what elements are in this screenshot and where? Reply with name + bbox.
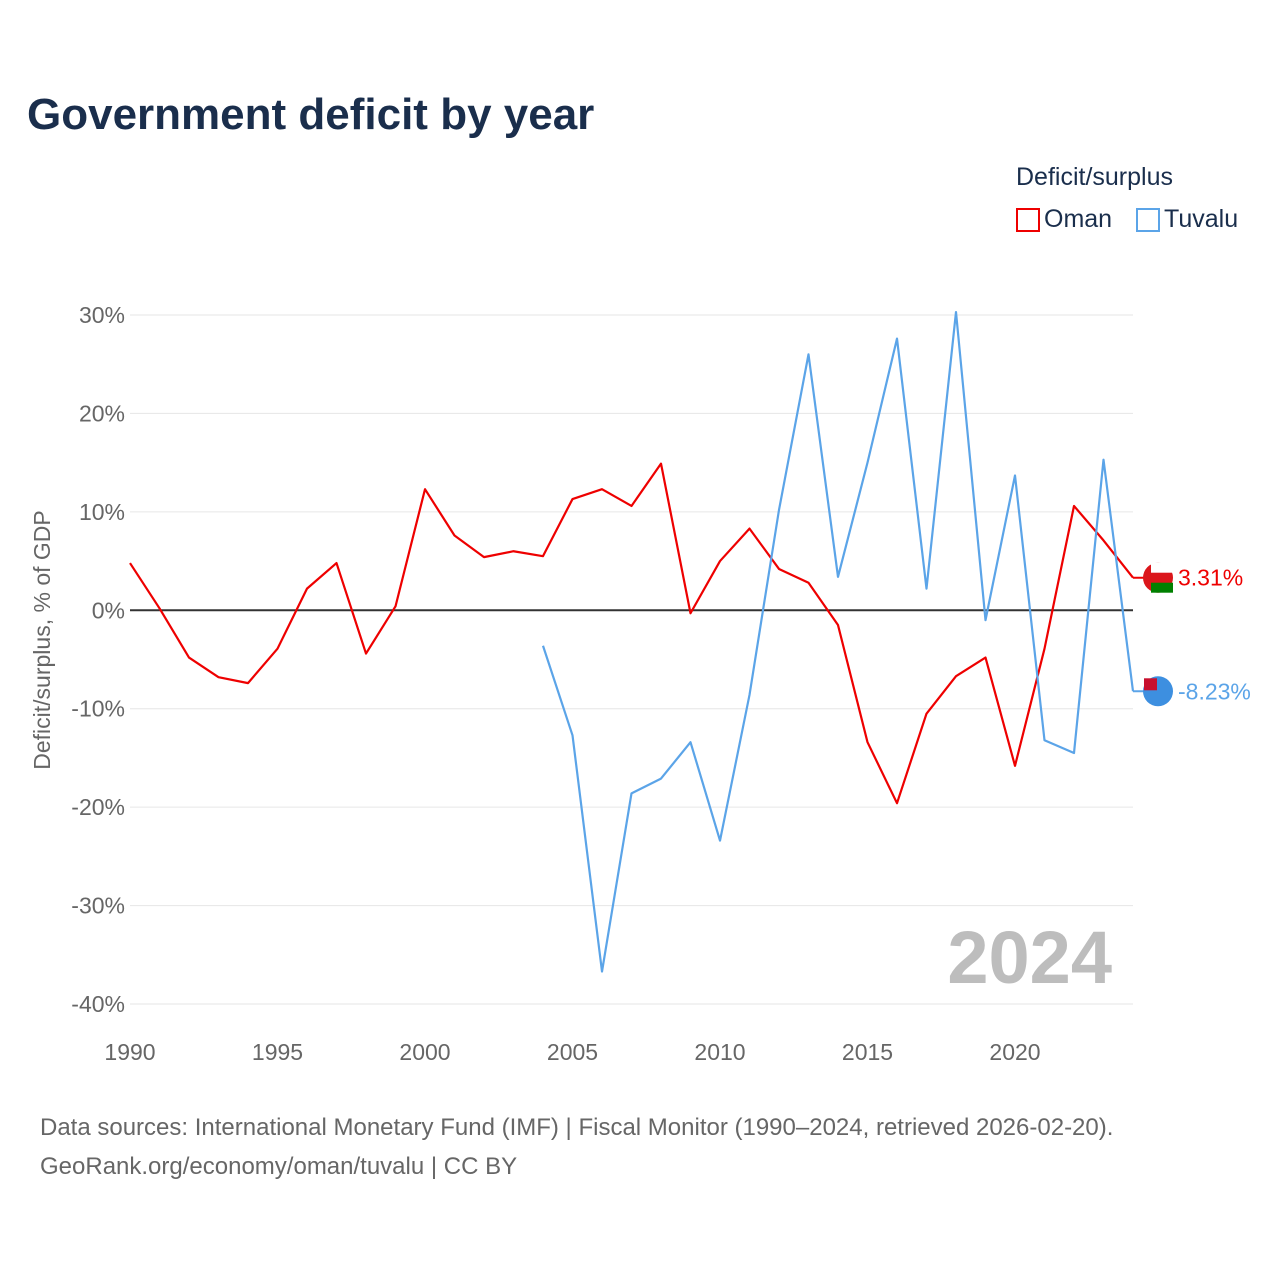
- y-tick-label: 10%: [79, 499, 125, 525]
- legend-label-tuvalu: Tuvalu: [1164, 205, 1239, 233]
- series-line-tuvalu: [541, 310, 1135, 973]
- chart-title: Government deficit by year: [27, 90, 595, 139]
- end-value-label-oman: 3.31%: [1178, 565, 1243, 591]
- y-tick-label: -30%: [71, 893, 125, 919]
- legend-label-oman: Oman: [1044, 205, 1113, 233]
- series-line-oman: [129, 462, 1134, 805]
- y-tick-label: -10%: [71, 696, 125, 722]
- x-tick-label: 2020: [989, 1039, 1040, 1065]
- source-line-2[interactable]: GeoRank.org/economy/oman/tuvalu | CC BY: [40, 1153, 518, 1180]
- year-annotation: 2024: [947, 916, 1112, 999]
- legend-title: Deficit/surplus: [1016, 163, 1173, 191]
- legend-item-tuvalu[interactable]: Tuvalu: [1136, 205, 1238, 234]
- y-tick-label: -20%: [71, 794, 125, 820]
- x-tick-label: 2000: [399, 1039, 450, 1065]
- legend-swatch-oman: [1016, 207, 1040, 232]
- flag-canton: [1144, 678, 1157, 691]
- flag-stripe-white: [1151, 562, 1173, 573]
- flag-oman-icon: [1143, 562, 1173, 593]
- legend-swatch-tuvalu: [1136, 207, 1160, 232]
- x-tick-label: 2015: [842, 1039, 893, 1065]
- y-tick-label: 20%: [79, 400, 125, 426]
- x-tick-label: 2010: [694, 1039, 745, 1065]
- end-value-label-tuvalu: -8.23%: [1178, 678, 1251, 704]
- legend-item-oman[interactable]: Oman: [1016, 205, 1112, 234]
- x-tick-label: 1995: [252, 1039, 303, 1065]
- x-tick-label: 1990: [104, 1039, 155, 1065]
- x-tick-label: 2005: [547, 1039, 598, 1065]
- flag-stripe-green: [1151, 582, 1173, 593]
- source-note: Data sources: International Monetary Fun…: [40, 1108, 1113, 1186]
- source-line-1: Data sources: International Monetary Fun…: [40, 1114, 1114, 1141]
- y-tick-label: 0%: [92, 597, 125, 623]
- flag-tuvalu-icon: [1143, 676, 1173, 707]
- y-tick-label: 30%: [79, 302, 125, 328]
- y-tick-label: -40%: [71, 991, 125, 1017]
- y-axis-label: Deficit/surplus, % of GDP: [29, 510, 55, 769]
